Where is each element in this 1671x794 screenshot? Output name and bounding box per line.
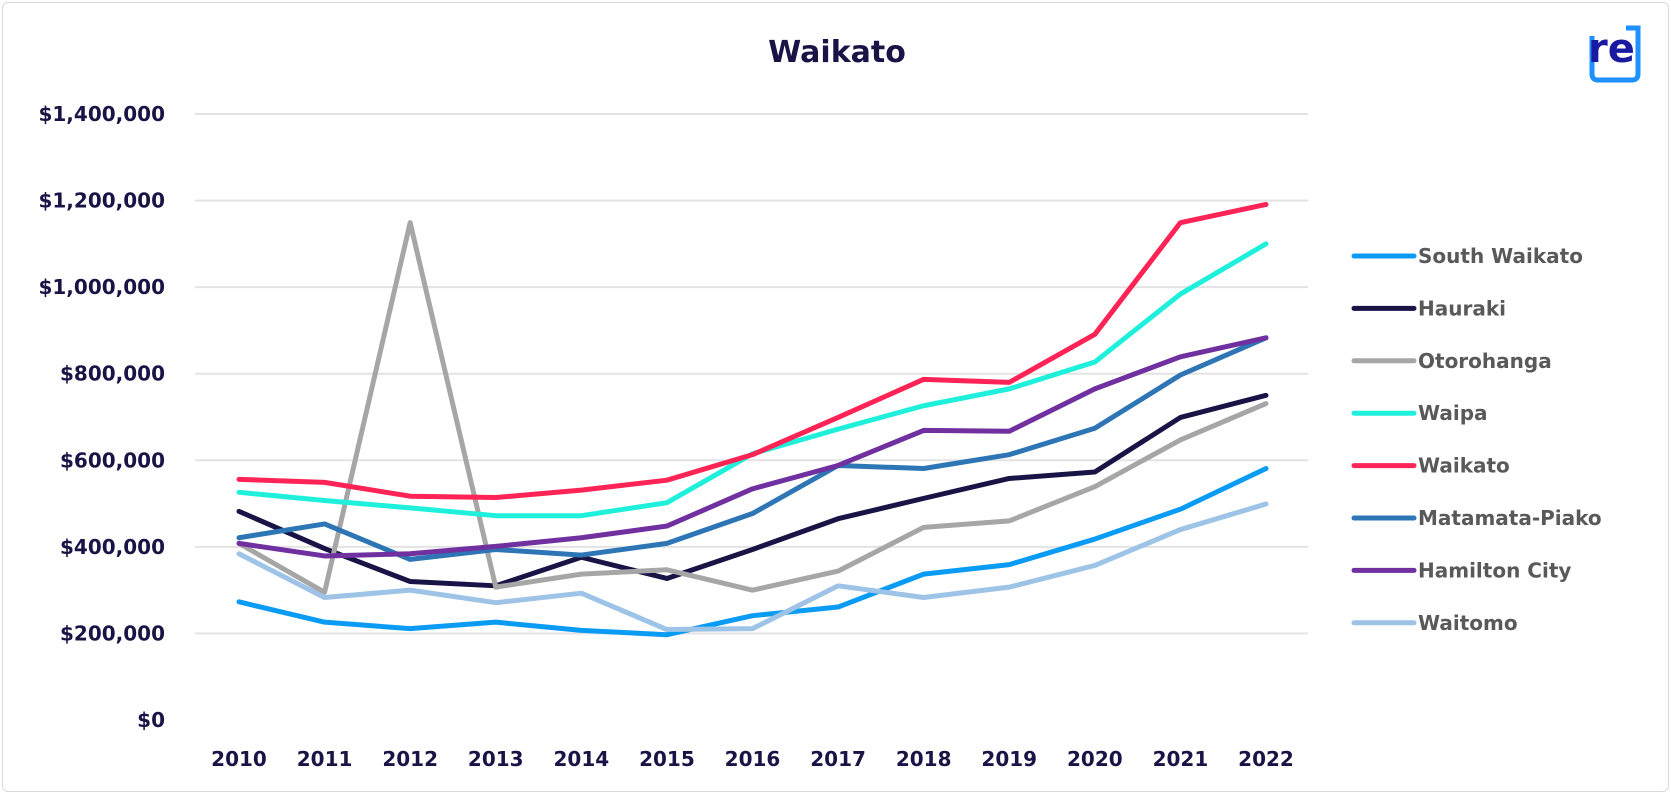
chart-title: Waikato: [768, 35, 906, 70]
series-line-otorohanga: [236, 220, 1269, 595]
x-tick-label: 2012: [382, 747, 438, 771]
legend-label: Hauraki: [1418, 296, 1506, 320]
x-tick-label: 2015: [639, 747, 695, 771]
x-tick-label: 2020: [1067, 747, 1123, 771]
legend-label: Waitomo: [1418, 611, 1518, 635]
y-tick-label: $1,400,000: [38, 102, 165, 126]
x-tick-label: 2022: [1238, 747, 1294, 771]
y-tick-label: $600,000: [60, 448, 165, 472]
series-line-waitomo: [236, 501, 1269, 633]
series-line-matamata-piako: [236, 335, 1269, 562]
x-tick-label: 2019: [981, 747, 1037, 771]
x-tick-label: 2013: [468, 747, 524, 771]
x-axis-ticks: 2010 2011 2012 2013 2014 2015 2016 2017 2018 2019…: [211, 747, 1294, 771]
series-line-south-waikato: [236, 466, 1269, 638]
legend-label: Waikato: [1418, 454, 1510, 478]
legend-label: Waipa: [1418, 401, 1488, 425]
x-tick-label: 2010: [211, 747, 267, 771]
logo: re: [1588, 25, 1641, 83]
legend-label: Hamilton City: [1418, 558, 1571, 582]
series-line-hauraki: [236, 392, 1269, 589]
legend-label: South Waikato: [1418, 244, 1583, 268]
legend: South Waikato Hauraki Otorohanga Waipa Waika…: [1351, 244, 1602, 635]
x-tick-label: 2014: [553, 747, 609, 771]
x-tick-label: 2011: [297, 747, 353, 771]
x-tick-label: 2016: [725, 747, 781, 771]
y-axis-ticks: $0 $200,000 $400,000 $600,000 $800,000 $1,000…: [38, 102, 165, 732]
logo-frame-icon: [1589, 25, 1641, 83]
legend-label: Matamata-Piako: [1418, 506, 1602, 530]
x-tick-label: 2018: [896, 747, 952, 771]
series-line-waikato: [236, 201, 1269, 501]
series-line-hamilton-city: [236, 335, 1269, 559]
series-lines: [236, 201, 1269, 638]
logo-text: re: [1588, 26, 1635, 72]
y-tick-label: $200,000: [60, 621, 165, 645]
x-tick-label: 2017: [810, 747, 866, 771]
y-tick-label: $0: [137, 708, 165, 732]
y-tick-label: $1,000,000: [38, 275, 165, 299]
legend-label: Otorohanga: [1418, 349, 1552, 373]
x-tick-label: 2021: [1153, 747, 1209, 771]
y-tick-label: $400,000: [60, 535, 165, 559]
y-tick-label: $1,200,000: [38, 189, 165, 213]
y-tick-label: $800,000: [60, 362, 165, 386]
